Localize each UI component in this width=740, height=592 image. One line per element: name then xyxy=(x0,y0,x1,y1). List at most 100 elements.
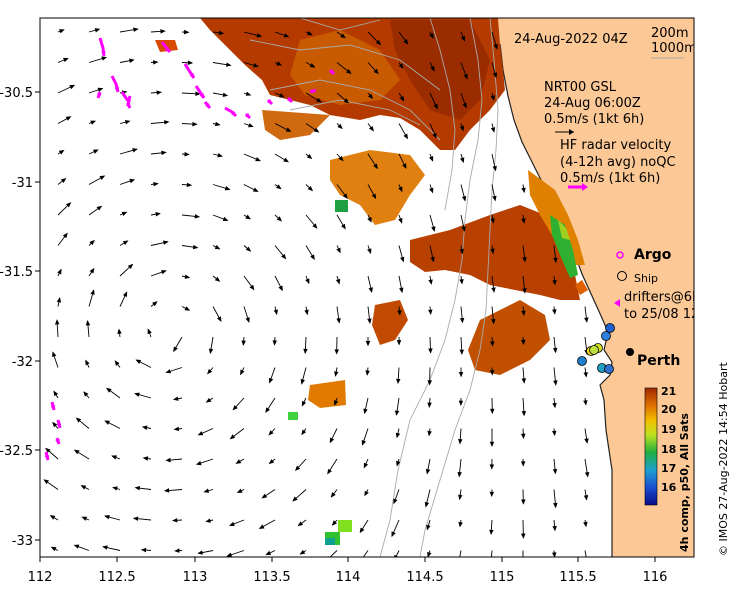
current-arrowhead xyxy=(132,516,139,521)
current-arrowhead xyxy=(425,468,431,475)
current-arrowhead xyxy=(268,430,274,436)
colorbar-ticks: 21 20 19 18 17 16 xyxy=(661,385,677,494)
current-arrowhead xyxy=(335,278,341,285)
current-arrowhead xyxy=(553,257,558,264)
drifter-arrowhead xyxy=(50,405,56,410)
svg-text:16: 16 xyxy=(661,481,677,494)
current-arrowhead xyxy=(65,116,72,121)
current-arrowhead xyxy=(187,60,194,65)
current-arrowhead xyxy=(427,380,432,386)
current-arrowhead xyxy=(429,33,434,39)
x-tick-label: 114 xyxy=(336,570,361,585)
current-arrowhead xyxy=(192,121,198,127)
current-arrow xyxy=(584,550,587,557)
current-arrowhead xyxy=(141,425,148,430)
drifter-arrowhead xyxy=(114,87,120,92)
drifter-arrowhead xyxy=(55,439,60,444)
current-arrowhead xyxy=(214,121,221,127)
current-arrowhead xyxy=(521,533,526,539)
current-arrowhead xyxy=(489,529,494,536)
current-arrowhead xyxy=(521,411,527,417)
current-arrowhead xyxy=(329,437,335,444)
svg-text:17: 17 xyxy=(661,462,676,475)
current-arrowhead xyxy=(63,57,69,63)
current-arrowhead xyxy=(427,402,432,408)
current-arrowhead xyxy=(459,317,465,324)
current-arrowhead xyxy=(552,468,558,475)
current-arrowhead xyxy=(135,359,142,365)
current-arrowhead xyxy=(52,421,58,428)
current-arrowhead xyxy=(553,502,558,509)
current-arrow xyxy=(459,550,462,557)
current-arrowhead xyxy=(54,319,60,325)
current-arrowhead xyxy=(393,498,398,505)
current-arrowhead xyxy=(195,460,202,466)
current-arrowhead xyxy=(489,464,495,470)
drifters-to-label: to 25/08 12Z xyxy=(624,307,708,322)
drifter-arrowhead xyxy=(267,99,272,104)
current-arrowhead xyxy=(552,347,558,354)
current-arrowhead xyxy=(338,155,344,162)
current-arrowhead xyxy=(398,217,403,224)
current-arrowhead xyxy=(134,392,140,397)
current-arrowhead xyxy=(363,408,368,415)
current-arrowhead xyxy=(249,284,255,291)
current-arrowhead xyxy=(121,211,128,217)
gsl-time: 24-Aug 06:00Z xyxy=(544,96,641,111)
current-arrowhead xyxy=(521,187,526,194)
current-arrowhead xyxy=(90,289,95,295)
current-arrowhead xyxy=(490,341,495,347)
current-arrowhead xyxy=(117,328,122,335)
current-arrowhead xyxy=(368,287,373,293)
current-arrowhead xyxy=(399,95,405,102)
current-arrowhead xyxy=(58,149,65,155)
current-arrowhead xyxy=(459,279,464,285)
colorbar-title: 4h comp, p50, All Sats xyxy=(678,413,691,552)
current-arrowhead xyxy=(492,72,498,79)
current-arrowhead xyxy=(278,285,283,292)
current-arrowhead xyxy=(122,240,129,246)
current-arrowhead xyxy=(336,318,341,324)
current-arrowhead xyxy=(53,390,59,397)
current-arrowhead xyxy=(184,151,190,157)
y-tick-label: -31 xyxy=(12,176,33,191)
current-arrowhead xyxy=(307,30,313,36)
current-arrowhead xyxy=(245,214,251,220)
current-arrowhead xyxy=(398,63,404,69)
current-arrowhead xyxy=(430,65,435,72)
current-arrowhead xyxy=(430,256,435,263)
current-arrowhead xyxy=(312,223,318,229)
colorbar xyxy=(644,387,658,506)
y-tick-label: -32.5 xyxy=(0,444,33,459)
current-arrowhead xyxy=(459,248,464,255)
current-arrowhead xyxy=(140,547,147,553)
current-arrowhead xyxy=(122,291,128,297)
current-arrowhead xyxy=(330,492,336,498)
current-arrowhead xyxy=(235,459,242,464)
current-arrowhead xyxy=(49,515,56,520)
x-axis: 112 112.5 113 113.5 114 114.5 115 115.5 116 xyxy=(28,557,667,585)
current-arrowhead xyxy=(272,340,278,346)
current-arrow xyxy=(395,550,400,557)
current-arrowhead xyxy=(205,397,212,403)
current-arrowhead xyxy=(295,465,301,472)
current-arrowhead xyxy=(337,123,343,130)
drifter-arrowhead xyxy=(205,103,210,108)
current-arrowhead xyxy=(304,309,309,316)
y-tick-label: -32 xyxy=(12,355,33,370)
current-arrowhead xyxy=(96,205,103,211)
current-arrowhead xyxy=(431,226,436,232)
current-arrowhead xyxy=(521,499,526,505)
current-arrowhead xyxy=(268,459,275,465)
current-arrowhead xyxy=(224,186,231,191)
current-arrowhead xyxy=(245,91,252,96)
current-arrowhead xyxy=(102,545,108,550)
current-arrowhead xyxy=(256,33,263,38)
svg-text:18: 18 xyxy=(661,443,676,456)
current-arrowhead xyxy=(93,149,99,154)
current-arrowhead xyxy=(283,157,289,163)
credit-text: © IMOS 27-Aug-2022 14:54 Hobart xyxy=(717,362,730,556)
current-arrowhead xyxy=(429,187,434,194)
current-arrowhead xyxy=(521,310,526,317)
